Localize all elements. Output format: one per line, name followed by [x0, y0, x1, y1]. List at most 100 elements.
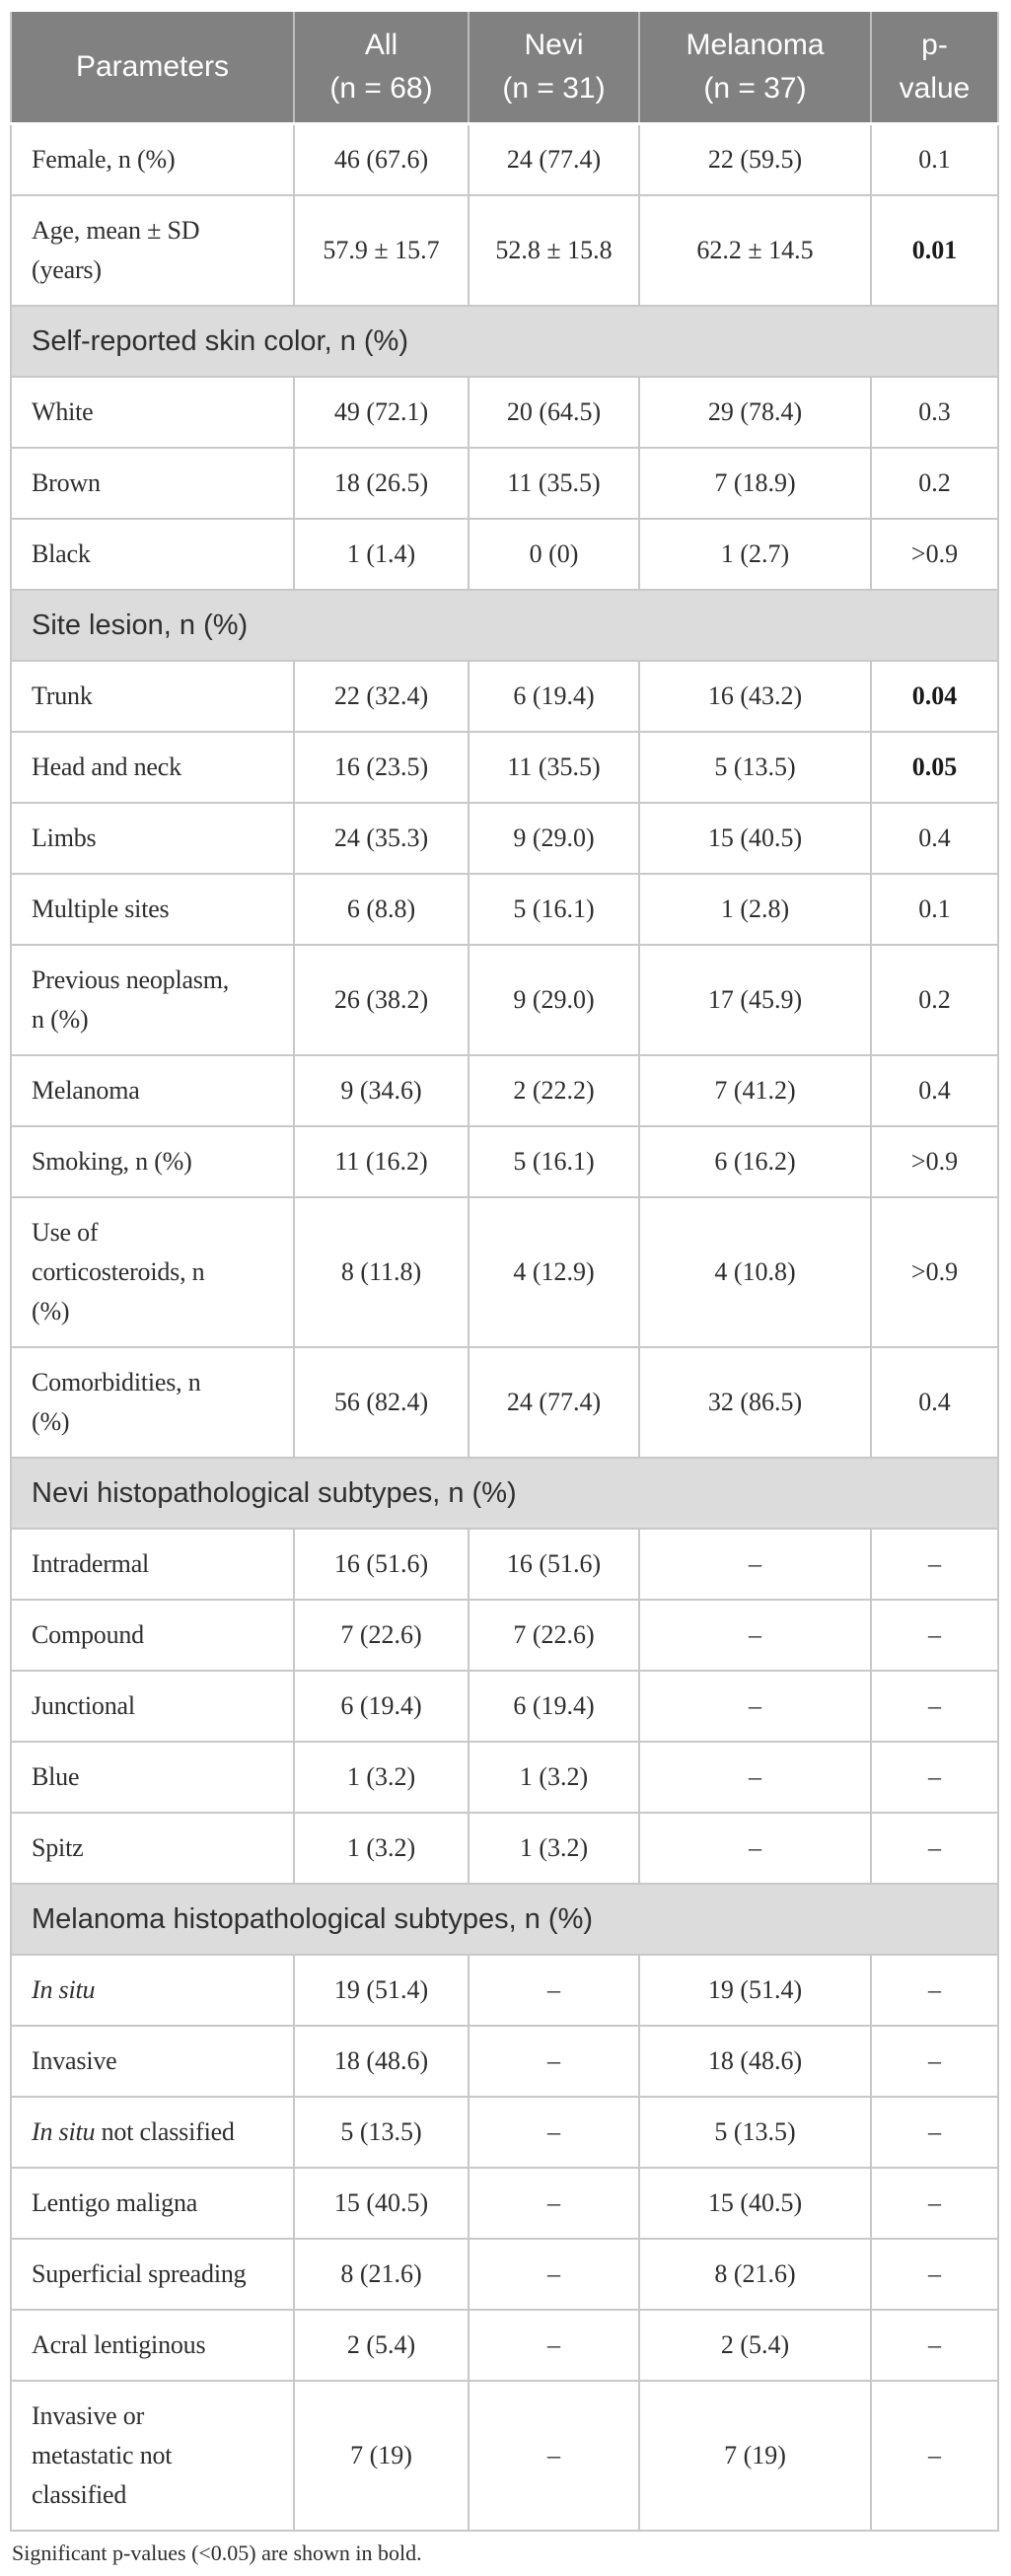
value-cell: 7 (19) [293, 2380, 469, 2532]
p-value-cell: 0.3 [870, 376, 999, 449]
value-cell: 62.2 ± 14.5 [638, 194, 872, 307]
value-cell: 7 (18.9) [638, 447, 872, 520]
p-value-cell: – [870, 2309, 999, 2382]
p-value-cell: – [870, 1954, 999, 2027]
value-cell: 17 (45.9) [638, 944, 872, 1056]
value-cell: 18 (48.6) [293, 2025, 469, 2098]
value-cell: 2 (5.4) [638, 2309, 872, 2382]
value-cell: – [468, 2167, 640, 2240]
param-label-cell: Compound [10, 1599, 295, 1672]
param-label-cell: Melanoma [10, 1054, 295, 1127]
value-cell: 8 (21.6) [293, 2238, 469, 2311]
p-value-cell: 0.4 [870, 1346, 999, 1459]
label-text: Spitz [32, 1833, 84, 1862]
param-label-cell: Acral lentiginous [10, 2309, 295, 2382]
param-label-cell: In situ [10, 1954, 295, 2027]
table-footnote: Significant p-values (<0.05) are shown i… [12, 2540, 422, 2565]
value-cell: 4 (12.9) [468, 1196, 640, 1348]
value-cell: – [468, 2096, 640, 2169]
value-cell: 18 (26.5) [293, 447, 469, 520]
param-label-cell: Superficial spreading [10, 2238, 295, 2311]
section-header-row: Self-reported skin color, n (%) [11, 305, 998, 378]
param-label-cell: Invasive or metastatic not classified [10, 2380, 295, 2532]
param-label-cell: Head and neck [10, 731, 295, 804]
value-cell: 16 (51.6) [293, 1528, 469, 1601]
value-cell: 8 (11.8) [293, 1196, 469, 1348]
label-text: Black [32, 539, 91, 568]
param-label-cell: Trunk [10, 660, 295, 733]
value-cell: 5 (13.5) [638, 2096, 872, 2169]
label-text: Trunk [32, 681, 93, 710]
section-title: Melanoma histopathological subtypes, n (… [11, 1883, 998, 1956]
header-row: Parameters All (n = 68) Nevi (n = 31) Me… [11, 12, 998, 125]
header-parameters: Parameters [11, 12, 294, 125]
label-text: Invasive or metastatic not classified [32, 2401, 173, 2509]
table-row: Compound 7 (22.6) 7 (22.6) – – [10, 1599, 999, 1672]
value-cell: 6 (8.8) [293, 873, 469, 946]
value-cell: 52.8 ± 15.8 [468, 194, 640, 307]
value-cell: 26 (38.2) [293, 944, 469, 1056]
label-text: Junctional [32, 1691, 135, 1720]
value-cell: – [638, 1670, 872, 1743]
label-text: Brown [32, 468, 101, 497]
p-value-cell: >0.9 [870, 1125, 999, 1198]
value-cell: 16 (51.6) [468, 1528, 640, 1601]
value-cell: 9 (29.0) [468, 802, 640, 875]
label-text: White [32, 397, 94, 426]
value-cell: 1 (3.2) [468, 1741, 640, 1814]
section-title: Nevi histopathological subtypes, n (%) [11, 1457, 998, 1530]
p-value-cell: – [870, 1670, 999, 1743]
table-row: Previous neoplasm, n (%) 26 (38.2) 9 (29.0… [10, 944, 999, 1056]
label-text: Superficial spreading [32, 2259, 247, 2288]
label-text: Head and neck [32, 752, 181, 781]
header-nevi: Nevi (n = 31) [468, 12, 639, 125]
table-row: Junctional 6 (19.4) 6 (19.4) – – [10, 1670, 999, 1743]
value-cell: 5 (16.1) [468, 873, 640, 946]
value-cell: 16 (23.5) [293, 731, 469, 804]
table-row: Trunk 22 (32.4) 6 (19.4) 16 (43.2) 0.04 [10, 660, 999, 733]
value-cell: 20 (64.5) [468, 376, 640, 449]
table-row: Invasive 18 (48.6) –18 (48.6) – [10, 2025, 999, 2098]
value-cell: 6 (19.4) [468, 1670, 640, 1743]
clinical-characteristics-table: Parameters All (n = 68) Nevi (n = 31) Me… [10, 12, 999, 2532]
table-row: Superficial spreading 8 (21.6) –8 (21.6) – [10, 2238, 999, 2311]
section-header-row: Site lesion, n (%) [11, 589, 998, 662]
table-row: Limbs 24 (35.3) 9 (29.0) 15 (40.5) 0.4 [10, 802, 999, 875]
label-text: Female, n (%) [32, 145, 176, 174]
table-row: Female, n (%) 46 (67.6) 24 (77.4) 22 (59.5)… [10, 122, 999, 196]
header-p-value: p- value [870, 12, 998, 125]
value-cell: – [638, 1599, 872, 1672]
value-cell: 15 (40.5) [638, 802, 872, 875]
value-cell: 15 (40.5) [638, 2167, 872, 2240]
param-label-cell: Limbs [10, 802, 295, 875]
table-row: Comorbidities, n (%) 56 (82.4) 24 (77.4) 32… [10, 1346, 999, 1459]
p-value-cell: – [870, 1812, 999, 1885]
value-cell: 32 (86.5) [638, 1346, 872, 1459]
param-label-cell: Brown [10, 447, 295, 520]
value-cell: 2 (5.4) [293, 2309, 469, 2382]
table-row: Smoking, n (%) 11 (16.2) 5 (16.1) 6 (16.2) >… [10, 1125, 999, 1198]
table-row: Brown 18 (26.5) 11 (35.5) 7 (18.9) 0.2 [10, 447, 999, 520]
value-cell: 49 (72.1) [293, 376, 469, 449]
section-header-row: Melanoma histopathological subtypes, n (… [11, 1883, 998, 1956]
section-header-row: Nevi histopathological subtypes, n (%) [11, 1457, 998, 1530]
value-cell: 19 (51.4) [293, 1954, 469, 2027]
p-value-cell: – [870, 2096, 999, 2169]
param-label-cell: Previous neoplasm, n (%) [10, 944, 295, 1056]
table-row: Use of corticosteroids, n (%) 8 (11.8) 4 (… [10, 1196, 999, 1348]
value-cell: 1 (3.2) [293, 1741, 469, 1814]
value-cell: 46 (67.6) [293, 122, 469, 196]
value-cell: 9 (29.0) [468, 944, 640, 1056]
p-value-cell: 0.4 [870, 1054, 999, 1127]
table-row: Intradermal 16 (51.6) 16 (51.6) – – [10, 1528, 999, 1601]
value-cell: – [468, 2309, 640, 2382]
param-label-cell: Invasive [10, 2025, 295, 2098]
param-label-cell: Junctional [10, 1670, 295, 1743]
table-body: Female, n (%) 46 (67.6) 24 (77.4) 22 (59.5)… [10, 122, 999, 2532]
p-value-cell: – [870, 1741, 999, 1814]
p-value-cell: 0.2 [870, 447, 999, 520]
param-label-cell: Spitz [10, 1812, 295, 1885]
table-row: In situ not classified 5 (13.5) –5 (13.5) – [10, 2096, 999, 2169]
value-cell: 29 (78.4) [638, 376, 872, 449]
param-label-cell: Comorbidities, n (%) [10, 1346, 295, 1459]
